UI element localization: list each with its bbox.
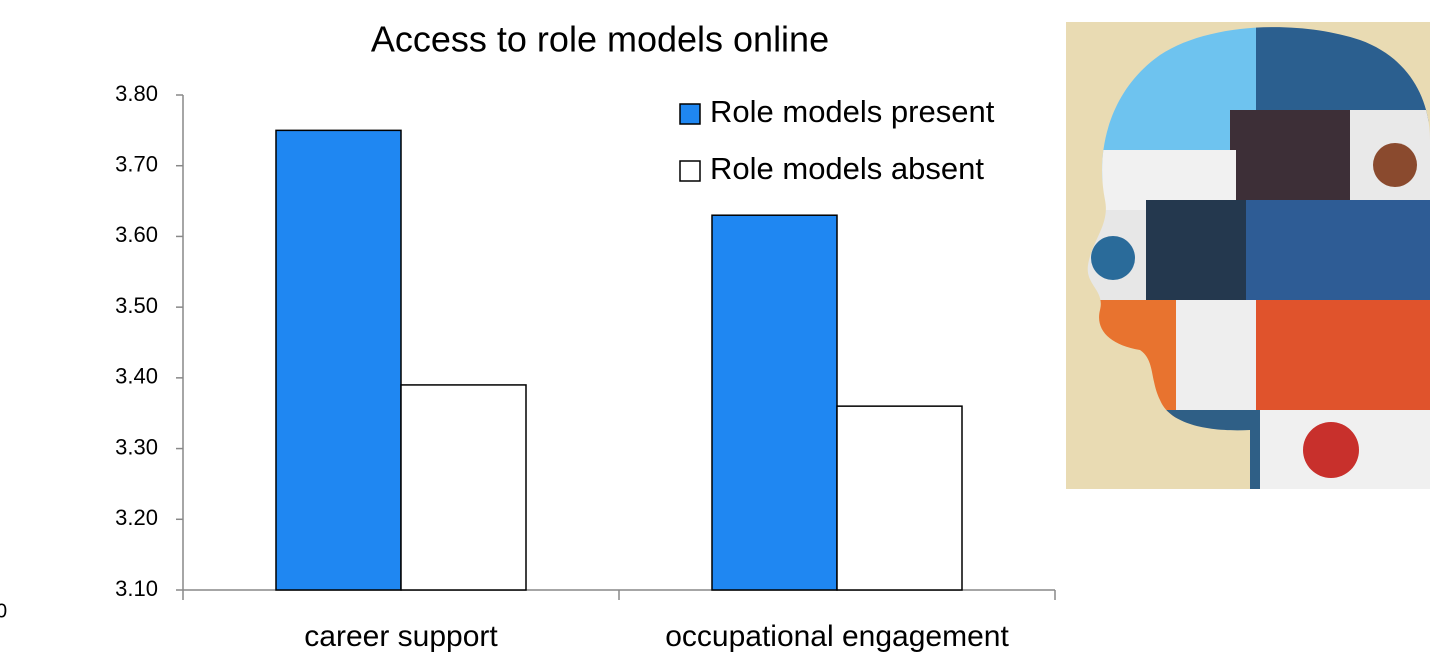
y-tick-label: 3.80 [115,81,158,106]
x-tick-label: career support [304,620,498,653]
legend-swatch [679,160,701,182]
illustration [1066,22,1430,489]
bar [836,405,963,591]
edge-fragment: 0 [0,600,7,622]
y-tick-label: 3.10 [115,576,158,601]
y-tick-label: 3.70 [115,152,158,177]
legend-swatch [679,103,701,125]
chart-title: Access to role models online [371,19,829,60]
legend-label: Role models present [710,94,995,129]
y-tick-label: 3.60 [115,222,158,247]
y-tick-label: 3.40 [115,364,158,389]
bar [400,384,527,591]
legend-label: Role models absent [710,151,984,186]
bar [275,129,402,591]
y-tick-label: 3.50 [115,293,158,318]
y-tick-label: 3.30 [115,434,158,459]
x-tick-label: occupational engagement [665,620,1009,653]
bar [711,214,838,591]
y-tick-label: 3.20 [115,505,158,530]
